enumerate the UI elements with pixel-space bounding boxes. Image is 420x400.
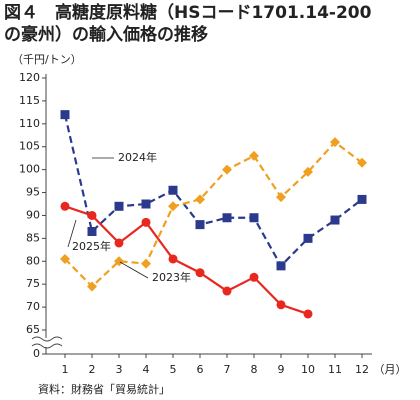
- axis-break: [31, 336, 63, 349]
- marker: [222, 164, 232, 175]
- marker: [330, 215, 340, 225]
- marker: [60, 110, 70, 120]
- marker: [114, 238, 124, 248]
- y-tick-label: 65: [26, 323, 40, 336]
- y-tick-label: 70: [26, 300, 40, 313]
- x-tick-label: 8: [251, 363, 258, 376]
- marker: [276, 300, 286, 310]
- marker: [141, 217, 151, 227]
- marker: [357, 157, 367, 168]
- marker: [60, 253, 70, 264]
- label-leader: [67, 219, 77, 248]
- chart-title: 図４ 高糖度原料糖（HSコード1701.14-200: [4, 2, 372, 23]
- x-tick-label: 7: [224, 363, 231, 376]
- marker: [276, 261, 286, 271]
- marker: [87, 226, 97, 236]
- x-tick-label: 12: [355, 363, 369, 376]
- marker: [195, 220, 205, 230]
- source: 資料：財務省「貿易統計」: [38, 382, 170, 396]
- x-tick-label: 11: [328, 363, 342, 376]
- y-tick-label: 0: [33, 347, 40, 360]
- marker: [87, 281, 97, 292]
- marker: [222, 213, 232, 223]
- y-tick-label: 100: [19, 163, 40, 176]
- marker: [168, 185, 178, 195]
- marker: [141, 258, 151, 269]
- series-label: 2025年: [72, 239, 111, 253]
- series-label: 2023年: [152, 270, 191, 284]
- chart-title: の豪州）の輸入価格の推移: [4, 24, 208, 45]
- y-tick-label: 105: [19, 140, 40, 153]
- marker: [87, 210, 97, 220]
- marker: [114, 256, 124, 267]
- marker: [249, 150, 259, 161]
- y-tick-label: 110: [19, 117, 40, 130]
- x-tick-label: 2: [89, 363, 96, 376]
- marker: [303, 166, 313, 177]
- marker: [249, 213, 259, 223]
- marker: [168, 254, 178, 264]
- y-tick-label: 85: [26, 231, 40, 244]
- marker: [195, 268, 205, 278]
- marker: [114, 201, 124, 211]
- marker: [60, 201, 70, 211]
- marker: [168, 201, 178, 212]
- y-tick-label: 95: [26, 186, 40, 199]
- series-line: [64, 205, 309, 316]
- marker: [141, 199, 151, 209]
- marker: [357, 194, 367, 204]
- series-label: 2024年: [118, 150, 157, 164]
- x-tick-label: 3: [116, 363, 123, 376]
- x-tick-label: 4: [143, 363, 150, 376]
- y-tick-label: 120: [19, 71, 40, 84]
- y-tick-label: 90: [26, 208, 40, 221]
- x-tick-label: 6: [197, 363, 204, 376]
- marker: [195, 194, 205, 205]
- x-axis-unit: （月）: [374, 363, 407, 376]
- marker: [303, 309, 313, 319]
- marker: [330, 137, 340, 148]
- y-axis-unit: （千円/トン）: [12, 53, 82, 66]
- x-tick-label: 9: [278, 363, 285, 376]
- marker: [303, 233, 313, 243]
- y-tick-label: 75: [26, 277, 40, 290]
- y-tick-label: 115: [19, 94, 40, 107]
- label-leader: [119, 261, 149, 279]
- y-tick-label: 80: [26, 254, 40, 267]
- marker: [249, 272, 259, 282]
- marker: [276, 192, 286, 203]
- x-tick-label: 1: [62, 363, 69, 376]
- x-tick-label: 10: [301, 363, 315, 376]
- series-line: [64, 140, 363, 289]
- marker: [222, 286, 232, 296]
- x-tick-label: 5: [170, 363, 177, 376]
